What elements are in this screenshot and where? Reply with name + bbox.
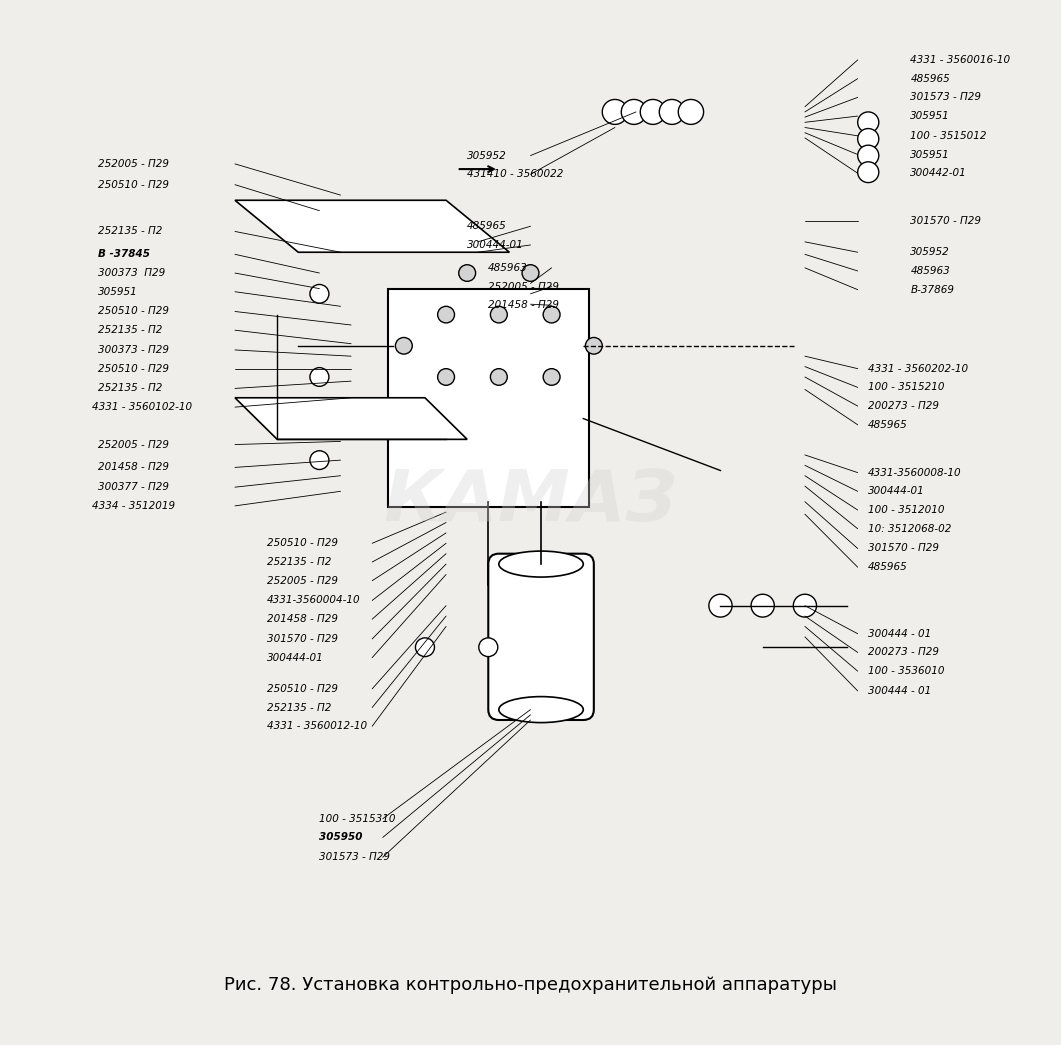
Text: 252005 - П29: 252005 - П29 [98,159,169,169]
Circle shape [659,99,684,124]
Circle shape [751,595,775,618]
Text: 300444-01: 300444-01 [467,240,524,250]
Circle shape [857,162,879,183]
Text: 4331 - 3560202-10: 4331 - 3560202-10 [868,364,969,374]
Text: 252135 - П2: 252135 - П2 [98,325,162,335]
Circle shape [522,264,539,281]
Circle shape [857,145,879,166]
Text: 252135 - П2: 252135 - П2 [266,557,331,567]
Text: 252135 - П2: 252135 - П2 [98,227,162,236]
Circle shape [857,129,879,149]
Text: 100 - 3515012: 100 - 3515012 [910,131,987,141]
Circle shape [586,338,603,354]
Text: 300444 - 01: 300444 - 01 [868,629,932,638]
Text: 100 - 3515310: 100 - 3515310 [319,814,396,823]
Text: 4331 - 3560012-10: 4331 - 3560012-10 [266,721,367,732]
Text: 301570 - П29: 301570 - П29 [266,634,337,644]
Text: 4331 - 3560016-10: 4331 - 3560016-10 [910,55,1010,65]
Text: 301573 - П29: 301573 - П29 [910,92,981,102]
Circle shape [437,369,454,386]
Circle shape [678,99,703,124]
Circle shape [603,99,628,124]
Text: 252135 - П2: 252135 - П2 [266,702,331,713]
Text: 300444-01: 300444-01 [868,486,925,496]
Text: Рис. 78. Установка контрольно-предохранительной аппаратуры: Рис. 78. Установка контрольно-предохрани… [224,976,837,994]
Text: 201458 - П29: 201458 - П29 [266,614,337,624]
Text: В-37869: В-37869 [910,284,955,295]
Circle shape [490,306,507,323]
Text: 250510 - П29: 250510 - П29 [98,306,169,317]
Polygon shape [234,201,509,252]
Text: 250510 - П29: 250510 - П29 [266,683,337,694]
Text: 305951: 305951 [910,111,951,121]
Text: 252005 - П29: 252005 - П29 [488,281,559,292]
Text: 305951: 305951 [910,149,951,160]
Text: 4331-3560004-10: 4331-3560004-10 [266,596,361,605]
Text: 485963: 485963 [910,266,951,276]
Circle shape [543,306,560,323]
Text: 252135 - П2: 252135 - П2 [98,384,162,393]
Text: 4331 - 3560102-10: 4331 - 3560102-10 [92,402,193,412]
Text: КАМАЗ: КАМАЗ [383,467,678,536]
Text: 250510 - П29: 250510 - П29 [98,364,169,374]
Text: 100 - 3536010: 100 - 3536010 [868,666,944,676]
Circle shape [640,99,665,124]
Text: 305952: 305952 [910,248,951,257]
Text: 252005 - П29: 252005 - П29 [98,440,169,449]
Circle shape [857,112,879,133]
Circle shape [490,369,507,386]
Circle shape [458,264,475,281]
Text: 305950: 305950 [319,833,363,842]
Polygon shape [234,398,467,439]
Text: 300444-01: 300444-01 [266,653,324,663]
Text: 305951: 305951 [98,286,138,297]
Text: 431410 - 3560022: 431410 - 3560022 [467,169,563,180]
Text: 250510 - П29: 250510 - П29 [98,180,169,190]
Text: 301573 - П29: 301573 - П29 [319,853,390,862]
Text: 200273 - П29: 200273 - П29 [868,648,939,657]
Text: 201458 - П29: 201458 - П29 [98,462,169,472]
Text: 300444 - 01: 300444 - 01 [868,686,932,696]
Circle shape [437,306,454,323]
Text: 305952: 305952 [467,150,507,161]
Ellipse shape [499,551,584,577]
Text: 4334 - 3512019: 4334 - 3512019 [92,501,176,511]
Ellipse shape [499,697,584,722]
Circle shape [310,450,329,469]
Circle shape [622,99,646,124]
Text: 300377 - П29: 300377 - П29 [98,482,169,492]
Circle shape [794,595,817,618]
Text: 250510 - П29: 250510 - П29 [266,538,337,549]
Circle shape [479,637,498,656]
Text: 201458 - П29: 201458 - П29 [488,300,559,310]
FancyBboxPatch shape [388,288,589,507]
Circle shape [416,637,434,656]
Text: 300373 - П29: 300373 - П29 [98,345,169,355]
Text: 485965: 485965 [868,562,908,573]
Text: 4331-3560008-10: 4331-3560008-10 [868,467,962,478]
Text: 252005 - П29: 252005 - П29 [266,576,337,585]
Text: 10: 3512068-02: 10: 3512068-02 [868,524,952,534]
Circle shape [310,368,329,387]
Text: В -37845: В -37845 [98,250,150,259]
Circle shape [709,595,732,618]
Circle shape [310,284,329,303]
Text: 485965: 485965 [910,73,951,84]
Text: 200273 - П29: 200273 - П29 [868,401,939,411]
Text: 485963: 485963 [488,263,528,273]
Circle shape [543,369,560,386]
Text: 300373  П29: 300373 П29 [98,268,166,278]
Text: 301570 - П29: 301570 - П29 [910,216,981,226]
Text: 485965: 485965 [868,420,908,429]
Text: 100 - 3515210: 100 - 3515210 [868,382,944,392]
Circle shape [396,338,413,354]
Text: 485965: 485965 [467,222,507,231]
FancyBboxPatch shape [488,554,594,720]
Text: 300442-01: 300442-01 [910,168,968,179]
Text: 301570 - П29: 301570 - П29 [868,543,939,554]
Text: 100 - 3512010: 100 - 3512010 [868,505,944,515]
